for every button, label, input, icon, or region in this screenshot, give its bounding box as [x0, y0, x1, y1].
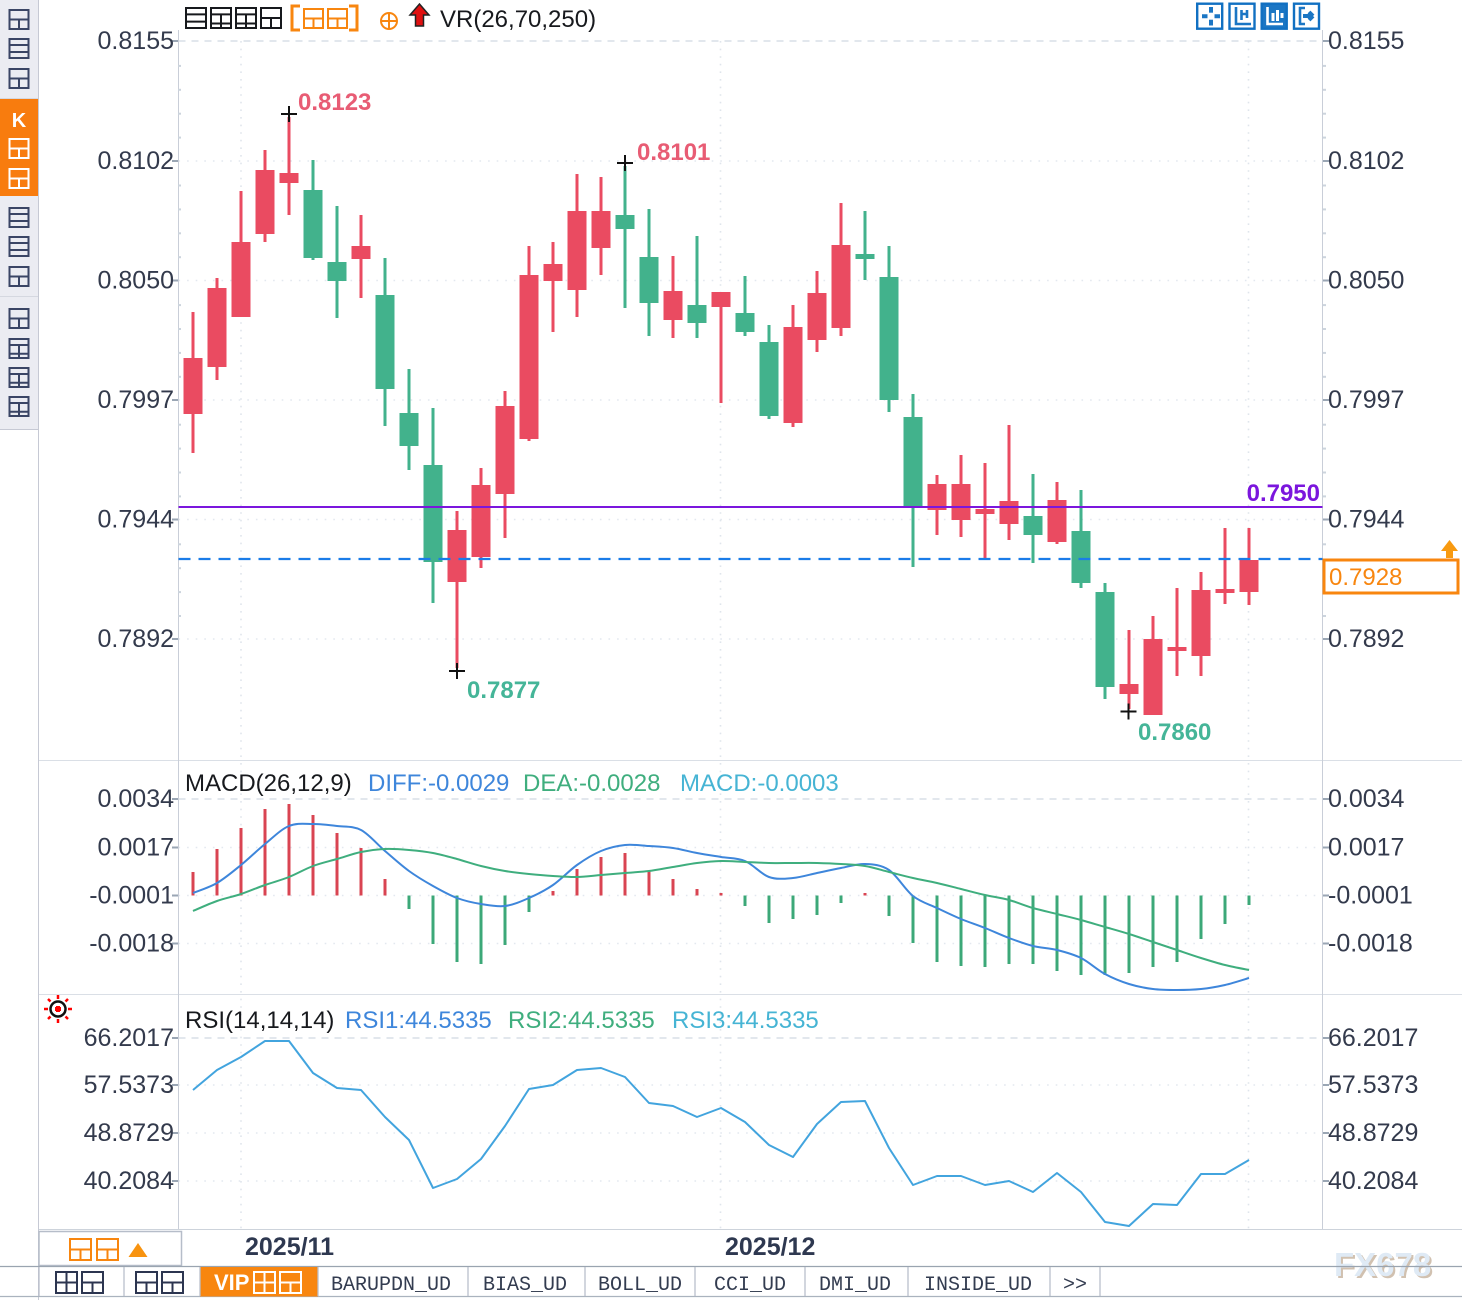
svg-text:66.2017: 66.2017 — [84, 1024, 174, 1052]
svg-text:0.7892: 0.7892 — [98, 625, 174, 653]
svg-text:VIP: VIP — [214, 1270, 249, 1295]
svg-text:40.2084: 40.2084 — [1328, 1167, 1418, 1195]
svg-text:INSIDE_UD: INSIDE_UD — [924, 1274, 1032, 1297]
svg-text:FX678: FX678 — [1334, 1246, 1431, 1283]
svg-text:0.0017: 0.0017 — [98, 834, 174, 862]
svg-text:>>: >> — [1063, 1274, 1087, 1297]
svg-text:0.7997: 0.7997 — [1328, 386, 1404, 414]
svg-text:2025/12: 2025/12 — [725, 1233, 815, 1261]
svg-text:DMI_UD: DMI_UD — [819, 1274, 891, 1297]
svg-text:40.2084: 40.2084 — [84, 1167, 174, 1195]
svg-text:0.7877: 0.7877 — [467, 677, 540, 704]
svg-text:0.8050: 0.8050 — [1328, 267, 1404, 295]
svg-text:RSI2:44.5335: RSI2:44.5335 — [508, 1007, 655, 1034]
svg-text:0.7860: 0.7860 — [1138, 719, 1211, 746]
svg-text:48.8729: 48.8729 — [84, 1119, 174, 1147]
svg-text:-0.0001: -0.0001 — [89, 882, 174, 910]
svg-text:57.5373: 57.5373 — [84, 1071, 174, 1099]
svg-text:VR(26,70,250): VR(26,70,250) — [440, 6, 596, 33]
svg-text:2025/11: 2025/11 — [245, 1233, 334, 1261]
svg-text:0.8101: 0.8101 — [637, 139, 710, 166]
svg-text:BIAS_UD: BIAS_UD — [483, 1274, 567, 1297]
svg-text:48.8729: 48.8729 — [1328, 1119, 1418, 1147]
svg-text:-0.0001: -0.0001 — [1328, 882, 1413, 910]
svg-text:0.7944: 0.7944 — [1328, 506, 1405, 534]
svg-text:DIFF:-0.0029: DIFF:-0.0029 — [368, 770, 509, 797]
svg-text:0.0034: 0.0034 — [1328, 785, 1405, 813]
svg-text:0.8155: 0.8155 — [98, 27, 174, 55]
svg-text:0.8155: 0.8155 — [1328, 27, 1404, 55]
svg-text:0.8102: 0.8102 — [1328, 147, 1404, 175]
svg-text:0.8102: 0.8102 — [98, 147, 174, 175]
svg-text:MACD(26,12,9): MACD(26,12,9) — [185, 770, 352, 797]
svg-text:0.7997: 0.7997 — [98, 386, 174, 414]
svg-text:BARUPDN_UD: BARUPDN_UD — [331, 1274, 451, 1297]
svg-text:0.7944: 0.7944 — [98, 506, 175, 534]
svg-text:0.7892: 0.7892 — [1328, 625, 1404, 653]
svg-text:0.8123: 0.8123 — [298, 89, 371, 116]
svg-text:BOLL_UD: BOLL_UD — [598, 1274, 682, 1297]
svg-text:0.7928: 0.7928 — [1329, 564, 1402, 591]
svg-text:DEA:-0.0028: DEA:-0.0028 — [523, 770, 660, 797]
svg-text:-0.0018: -0.0018 — [89, 930, 174, 958]
svg-text:0.8050: 0.8050 — [98, 267, 174, 295]
svg-text:57.5373: 57.5373 — [1328, 1071, 1418, 1099]
svg-text:K: K — [12, 110, 27, 132]
svg-text:0.7950: 0.7950 — [1247, 480, 1320, 507]
svg-text:CCI_UD: CCI_UD — [714, 1274, 786, 1297]
svg-text:-0.0018: -0.0018 — [1328, 930, 1413, 958]
svg-text:0.0034: 0.0034 — [98, 785, 175, 813]
svg-text:RSI1:44.5335: RSI1:44.5335 — [345, 1007, 492, 1034]
svg-text:0.0017: 0.0017 — [1328, 834, 1404, 862]
svg-text:MACD:-0.0003: MACD:-0.0003 — [680, 770, 839, 797]
svg-text:66.2017: 66.2017 — [1328, 1024, 1418, 1052]
svg-text:RSI3:44.5335: RSI3:44.5335 — [672, 1007, 819, 1034]
svg-text:RSI(14,14,14): RSI(14,14,14) — [185, 1007, 334, 1034]
